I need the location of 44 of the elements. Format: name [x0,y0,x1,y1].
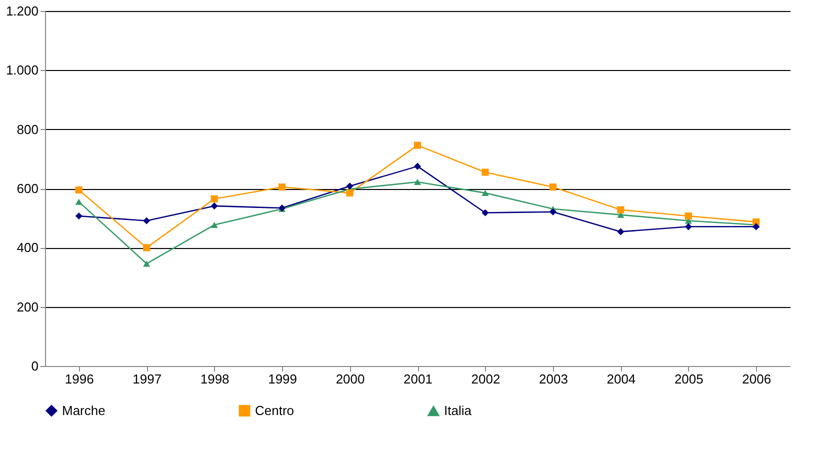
point [414,142,422,149]
point [482,190,489,196]
y-tick-label: 1.000 [6,62,38,78]
point [75,186,82,194]
y-tick-label: 1.200 [6,4,38,18]
point [482,168,489,176]
point [143,244,150,252]
point [143,260,150,267]
x-tick-label: 2006 [742,372,772,386]
point [75,212,82,220]
y-tick-label: 600 [16,181,38,196]
y-tick-label: 0 [31,358,38,374]
point [75,198,82,205]
x-tick-label: 2002 [471,372,500,386]
point [210,222,218,228]
point [684,212,692,220]
point [414,162,422,170]
point [414,178,422,186]
point [549,183,556,191]
y-tick-label: 400 [16,240,38,256]
legend-label: Italia [444,403,472,418]
point [210,202,218,210]
x-tick-label: 2000 [336,372,365,386]
x-tick-label: 2003 [538,372,568,386]
x-tick-label: 1996 [64,372,94,386]
point [549,208,556,216]
point [617,206,624,214]
x-tick-label: 1998 [200,372,230,386]
x-tick-label: 2004 [606,372,636,386]
x-tick-label: 2005 [674,372,704,386]
legend-label: Marche [62,402,106,418]
legend-label: Centro [255,402,294,418]
x-tick-label: 1999 [268,372,298,386]
y-tick-label: 800 [16,122,38,137]
point [210,195,218,202]
point [684,223,692,230]
point [482,209,489,216]
point [617,228,624,236]
x-tick-label: 2001 [404,372,432,386]
point [752,223,760,230]
y-tick-label: 200 [16,299,38,314]
x-tick-label: 1997 [132,372,162,386]
point [278,183,286,191]
point [143,217,150,224]
